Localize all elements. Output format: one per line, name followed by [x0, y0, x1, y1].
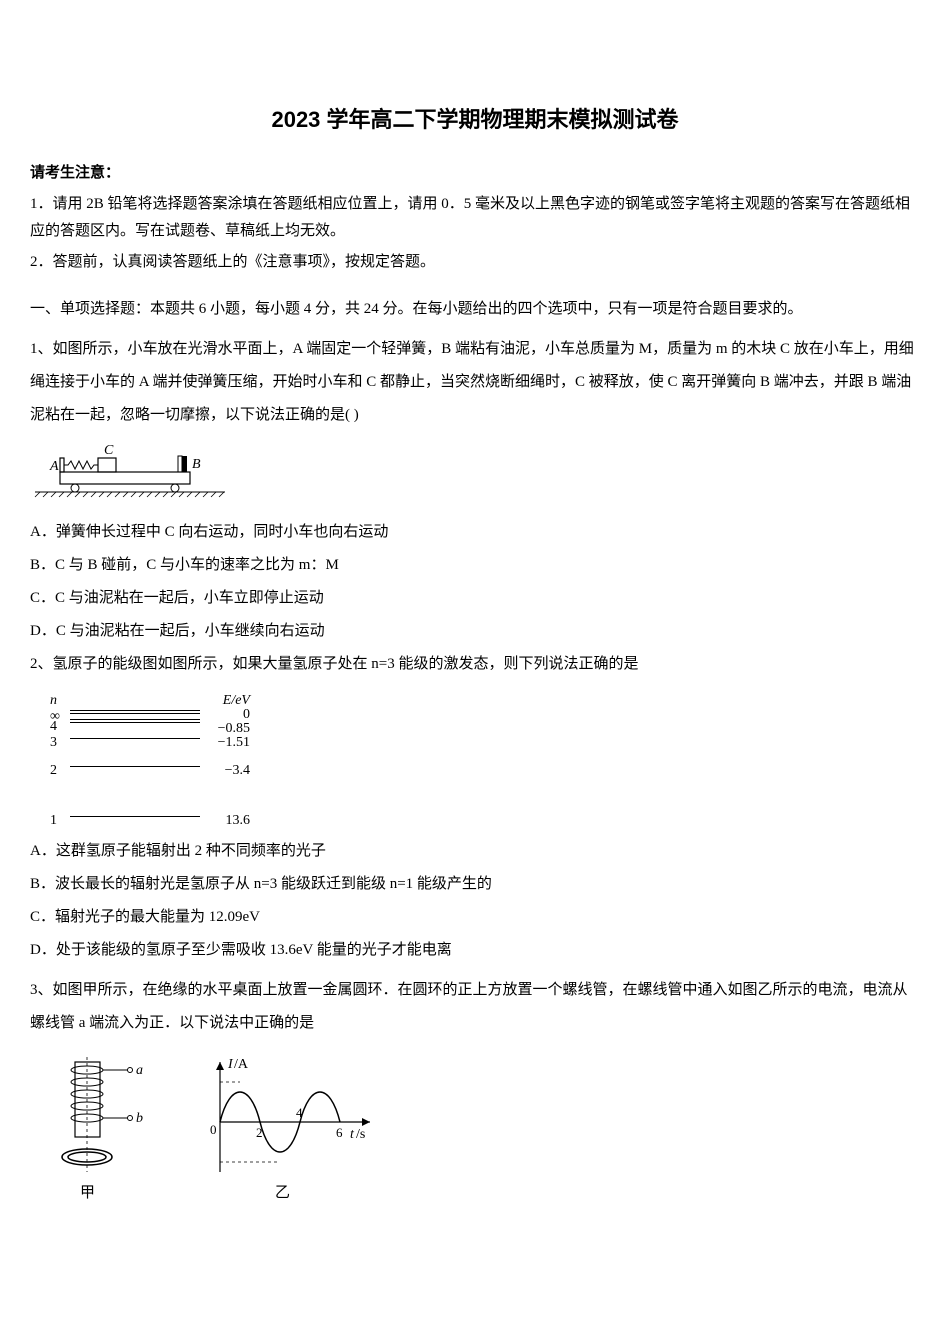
svg-text:4: 4 [296, 1105, 303, 1120]
level-n-2: 2 [50, 758, 57, 783]
svg-text:A: A [49, 459, 59, 474]
label-a: a [136, 1063, 143, 1078]
q2-opt-c: C．辐射光子的最大能量为 12.09eV [30, 904, 920, 931]
svg-text:C: C [104, 444, 114, 458]
q1-opt-c: C．C 与油泥粘在一起后，小车立即停止运动 [30, 585, 920, 612]
q1-opt-b: B．C 与 B 碰前，C 与小车的速率之比为 m：M [30, 552, 920, 579]
notice-header: 请考生注意： [30, 160, 920, 187]
level-e-3: −1.51 [218, 730, 250, 755]
notice-item-1: 1．请用 2B 铅笔将选择题答案涂填在答题纸相应位置上，请用 0．5 毫米及以上… [30, 191, 920, 245]
level-line-extra1 [70, 713, 200, 714]
svg-text:B: B [192, 457, 201, 472]
q1-opt-d: D．C 与油泥粘在一起后，小车继续向右运动 [30, 618, 920, 645]
solenoid-icon: a b 甲 [50, 1052, 150, 1202]
notice-item-2: 2．答题前，认真阅读答题纸上的《注意事项》，按规定答题。 [30, 249, 920, 276]
q3-figure: a b 甲 I /A t /s 0 [50, 1052, 920, 1212]
notice-block: 请考生注意： 1．请用 2B 铅笔将选择题答案涂填在答题纸相应位置上，请用 0．… [30, 160, 920, 276]
q2-stem: 2、氢原子的能级图如图所示，如果大量氢原子处在 n=3 能级的激发态，则下列说法… [30, 651, 920, 678]
label-b: b [136, 1111, 143, 1126]
q2-opt-b: B．波长最长的辐射光是氢原子从 n=3 能级跃迁到能级 n=1 能级产生的 [30, 871, 920, 898]
spring-cart-icon: A C B [30, 444, 230, 499]
level-e-1: 13.6 [226, 808, 251, 833]
level-n-3: 3 [50, 730, 57, 755]
level-line-1 [70, 816, 200, 817]
q1-opt-a: A．弹簧伸长过程中 C 向右运动，同时小车也向右运动 [30, 519, 920, 546]
label-jia: 甲 [80, 1185, 95, 1201]
level-line-3 [70, 738, 200, 739]
level-line-4b [70, 722, 200, 723]
q3-figure-jia: a b 甲 [50, 1052, 150, 1212]
svg-text:/s: /s [356, 1127, 365, 1142]
svg-text:t: t [350, 1127, 355, 1142]
svg-text:I: I [227, 1057, 234, 1072]
q2-opt-a: A．这群氢原子能辐射出 2 种不同频率的光子 [30, 838, 920, 865]
page-title: 2023 学年高二下学期物理期末模拟测试卷 [30, 100, 920, 140]
q2-opt-d: D．处于该能级的氢原子至少需吸收 13.6eV 能量的光子才能电离 [30, 937, 920, 964]
section-1-header: 一、单项选择题：本题共 6 小题，每小题 4 分，共 24 分。在每小题给出的四… [30, 296, 920, 323]
level-line-2 [70, 766, 200, 767]
q1-stem: 1、如图所示，小车放在光滑水平面上，A 端固定一个轻弹簧，B 端粘有油泥，小车总… [30, 333, 920, 432]
q2-figure: n E/eV ∞ 0 4 −0.85 3 −1.51 2 −3.4 1 13.6 [30, 688, 260, 828]
level-line-4a [70, 719, 200, 720]
svg-text:2: 2 [256, 1125, 263, 1140]
q1-figure: A C B [30, 444, 920, 509]
svg-text:6: 6 [336, 1125, 343, 1140]
svg-text:乙: 乙 [275, 1185, 290, 1201]
svg-text:0: 0 [210, 1122, 217, 1137]
level-e-2: −3.4 [225, 758, 250, 783]
level-n-1: 1 [50, 808, 57, 833]
sine-wave-icon: I /A t /s 0 2 4 6 乙 [200, 1052, 380, 1202]
level-line-inf [70, 710, 200, 711]
q3-figure-yi: I /A t /s 0 2 4 6 乙 [200, 1052, 380, 1212]
svg-text:/A: /A [234, 1057, 249, 1072]
q3-stem: 3、如图甲所示，在绝缘的水平桌面上放置一金属圆环．在圆环的正上方放置一个螺线管，… [30, 974, 920, 1040]
